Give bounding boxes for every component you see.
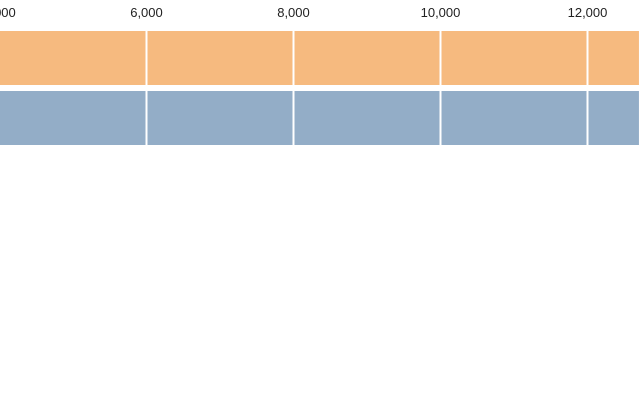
- x-tick-label: 8,000: [277, 5, 310, 20]
- x-tick-label: 10,000: [421, 5, 461, 20]
- x-axis-ticks: 4,000 6,000 8,000 10,000 12,000: [0, 5, 607, 20]
- bar-series-2: [0, 91, 639, 145]
- bar-series-1: [0, 31, 639, 85]
- x-tick-label: 6,000: [130, 5, 163, 20]
- gridlines: [145, 31, 589, 145]
- x-tick-label: 12,000: [568, 5, 608, 20]
- x-tick-label: 4,000: [0, 5, 16, 20]
- bars-layer: [0, 31, 639, 145]
